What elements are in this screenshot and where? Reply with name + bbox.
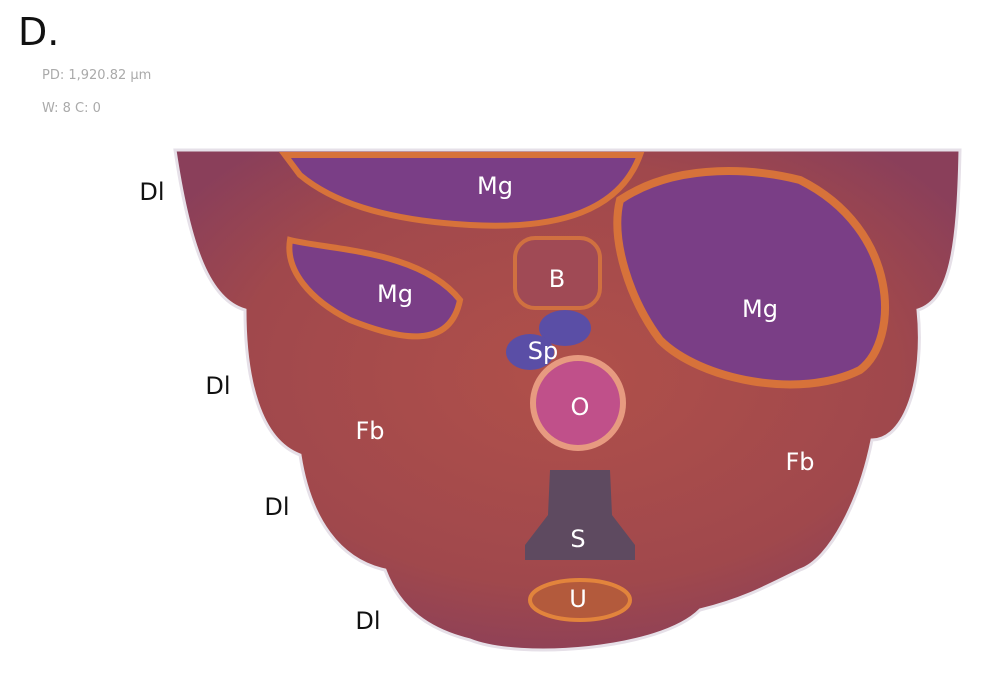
scan-image: Mg Mg Mg B Sp O Fb Fb S U Dl Dl Dl Dl — [0, 0, 984, 681]
anatomy-label: Dl — [139, 178, 164, 206]
figure: D. PD: 1,920.82 µm W: 8 C: 0 MgMgMgBSpOF… — [0, 0, 984, 681]
anatomy-label: Mg — [742, 295, 778, 323]
anatomy-label: Dl — [205, 372, 230, 400]
anatomy-label: Dl — [355, 607, 380, 635]
anatomy-label: Dl — [264, 493, 289, 521]
anatomy-label: Mg — [477, 172, 513, 200]
anatomy-label: O — [571, 393, 590, 421]
anatomy-label: Fb — [355, 417, 384, 445]
anatomy-label: Fb — [785, 448, 814, 476]
anatomy-label: S — [570, 525, 585, 553]
anatomy-label: B — [549, 265, 565, 293]
anatomy-label: Sp — [528, 337, 558, 365]
anatomy-label: Mg — [377, 280, 413, 308]
anatomy-label: U — [569, 585, 587, 613]
